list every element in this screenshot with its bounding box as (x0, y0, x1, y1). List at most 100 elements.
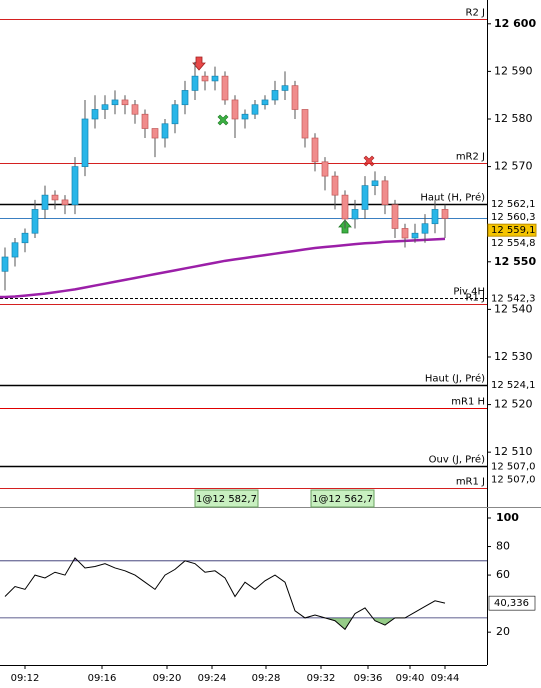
price-tag (488, 460, 536, 473)
candle-body (341, 194, 349, 220)
candle-body (291, 85, 299, 110)
x-tick-label: 09:32 (307, 673, 336, 684)
value-tag (488, 595, 536, 611)
y-tick-label: 12 580 (494, 112, 533, 125)
price-tag-label: 12 542,3 (491, 293, 536, 304)
candle-body (91, 109, 99, 120)
candle-body (331, 175, 339, 196)
price-tag-label: 12 554,8 (491, 238, 536, 249)
candle-body (261, 99, 269, 106)
level-label: mR1 H (451, 397, 485, 408)
candle-body (411, 232, 419, 239)
candle-body (51, 194, 59, 201)
level-label: mR1 J (456, 477, 485, 488)
candle-body (281, 85, 289, 91)
candle-body (381, 180, 389, 206)
candle-body (361, 185, 369, 210)
price-tag-label: 12 559,1 (491, 225, 536, 236)
price-tag-label: 12 524,1 (491, 380, 536, 391)
candle-body (161, 123, 169, 139)
level-label: mR2 J (456, 152, 485, 163)
candle-body (121, 99, 129, 106)
value-tag-label: 40,336 (494, 598, 529, 609)
x-tick-label: 09:16 (88, 673, 117, 684)
price-tag-label: 12 560,3 (491, 212, 536, 223)
trade-label: 1@12 562,7 (312, 494, 373, 505)
price-tag-label: 12 507,0 (491, 474, 536, 485)
moving-average (0, 237, 446, 299)
candle-body (81, 118, 89, 167)
candle-body (11, 242, 19, 258)
candle-body (251, 104, 259, 115)
candle-body (181, 90, 189, 106)
price-tag (488, 473, 536, 486)
candle-body (21, 232, 29, 244)
trade-label-box (194, 489, 259, 508)
price-tag (488, 211, 536, 224)
candle-body (101, 104, 109, 110)
candle-body (241, 113, 249, 120)
candle-body (221, 75, 229, 101)
y-tick-label: 12 520 (494, 398, 533, 411)
y-tick-label: 20 (496, 625, 510, 638)
level-label: R1 J (466, 293, 485, 304)
candle-body (301, 109, 309, 139)
oscillator-line (4, 557, 446, 631)
candle-body (111, 99, 119, 106)
price-tag (488, 198, 536, 211)
x-tick-label: 09:20 (153, 673, 182, 684)
price-tag-label: 12 562,1 (491, 199, 536, 210)
candle-body (401, 228, 409, 239)
candle-body (201, 75, 209, 82)
y-tick-label: 12 600 (494, 17, 536, 30)
candle-body (191, 75, 199, 91)
price-tag (488, 292, 536, 305)
level-label: R2 J (466, 8, 485, 19)
candle-body (61, 199, 69, 206)
trade-label: 1@12 582,7 (196, 494, 257, 505)
price-tag (488, 379, 536, 392)
candle-body (71, 166, 79, 206)
y-tick-label: 80 (496, 540, 510, 553)
y-tick-label: 12 540 (494, 302, 533, 315)
candle-body (371, 180, 379, 186)
candle-body (151, 128, 159, 139)
x-tick-label: 09:36 (354, 673, 383, 684)
x-tick-label: 09:12 (11, 673, 40, 684)
y-tick-label: 100 (496, 511, 519, 524)
trade-label-box (310, 489, 375, 508)
candle-body (391, 204, 399, 229)
x-tick-label: 09:44 (431, 673, 460, 684)
candle-body (431, 209, 439, 225)
oversold-fill (325, 617, 395, 630)
candle-body (441, 209, 449, 219)
y-tick-label: 12 570 (494, 160, 533, 173)
level-label: Piv 4H (453, 287, 485, 298)
candle-body (141, 113, 149, 129)
level-label: Haut (J, Pré) (425, 373, 485, 385)
y-tick-label: 60 (496, 568, 510, 581)
candle-body (271, 90, 279, 101)
candle-body (421, 223, 429, 234)
y-tick-label: 12 530 (494, 350, 533, 363)
candle-body (211, 75, 219, 82)
candle-body (311, 137, 319, 163)
level-label: Haut (H, Pré) (420, 192, 485, 204)
candle-body (131, 104, 139, 115)
level-label: Ouv (J, Pré) (429, 454, 485, 466)
x-tick-label: 09:28 (252, 673, 281, 684)
x-tick-label: 09:24 (198, 673, 227, 684)
candle-body (321, 161, 329, 177)
exit-cross (217, 114, 229, 126)
candle-body (171, 104, 179, 125)
y-tick-label: 12 550 (494, 255, 536, 268)
candle-body (31, 209, 39, 234)
price-tag-label: 12 507,0 (491, 461, 536, 472)
y-tick-label: 12 590 (494, 64, 533, 77)
price-tag (488, 237, 536, 250)
candle-body (1, 256, 9, 272)
x-tick-label: 09:40 (396, 673, 425, 684)
candle-body (231, 99, 239, 120)
